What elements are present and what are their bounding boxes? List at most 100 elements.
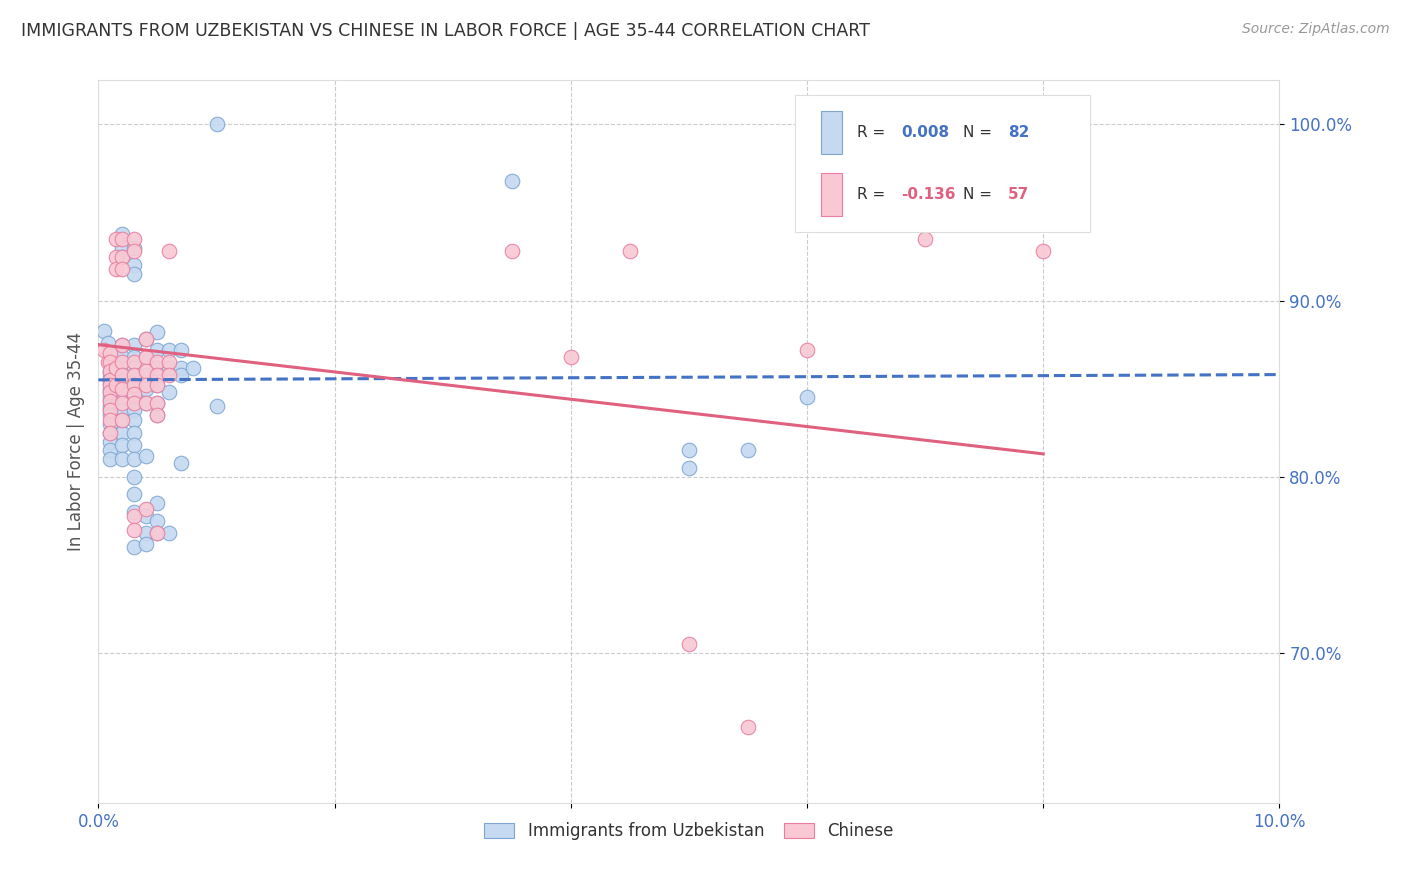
Point	[135, 368, 157, 382]
Point	[560, 350, 582, 364]
Point	[146, 343, 169, 357]
Point	[111, 438, 134, 452]
Point	[122, 452, 145, 467]
Point	[98, 346, 121, 360]
Point	[111, 368, 134, 382]
Point	[98, 385, 121, 400]
Point	[111, 250, 134, 264]
FancyBboxPatch shape	[796, 95, 1091, 232]
Point	[122, 241, 145, 255]
Text: Source: ZipAtlas.com: Source: ZipAtlas.com	[1241, 22, 1389, 37]
Point	[146, 360, 169, 375]
Point	[146, 378, 169, 392]
Point	[122, 523, 145, 537]
Point	[122, 396, 145, 410]
Point	[105, 232, 128, 246]
Point	[170, 456, 193, 470]
Text: 57: 57	[1008, 187, 1029, 202]
Point	[205, 117, 228, 131]
Point	[135, 332, 157, 346]
Point	[105, 378, 128, 392]
Text: 0.008: 0.008	[901, 125, 949, 140]
Point	[98, 452, 121, 467]
Point	[98, 364, 121, 378]
Point	[122, 244, 145, 259]
Point	[678, 637, 700, 651]
Point	[170, 360, 193, 375]
Point	[737, 720, 759, 734]
Point	[105, 360, 128, 375]
Point	[135, 350, 157, 364]
Point	[122, 387, 145, 401]
FancyBboxPatch shape	[821, 173, 842, 216]
Point	[98, 425, 121, 440]
Point	[135, 350, 157, 364]
Point	[98, 399, 121, 413]
Point	[170, 368, 193, 382]
Point	[98, 373, 121, 387]
Point	[111, 350, 134, 364]
Point	[146, 355, 169, 369]
Point	[501, 174, 523, 188]
Point	[678, 443, 700, 458]
Point	[98, 346, 121, 360]
Point	[122, 402, 145, 417]
Point	[122, 508, 145, 523]
Point	[111, 360, 134, 375]
Point	[98, 443, 121, 458]
Point	[619, 244, 641, 259]
Point	[146, 408, 169, 422]
Point	[122, 378, 145, 392]
Legend: Immigrants from Uzbekistan, Chinese: Immigrants from Uzbekistan, Chinese	[475, 814, 903, 848]
Point	[122, 258, 145, 272]
Point	[111, 452, 134, 467]
Point	[678, 461, 700, 475]
Point	[157, 385, 180, 400]
Point	[157, 360, 180, 375]
Point	[122, 355, 145, 369]
Point	[98, 394, 121, 409]
Point	[135, 332, 157, 346]
Point	[98, 417, 121, 431]
Point	[111, 241, 134, 255]
Point	[122, 389, 145, 403]
Point	[122, 232, 145, 246]
Point	[135, 364, 157, 378]
FancyBboxPatch shape	[821, 111, 842, 154]
Point	[111, 337, 134, 351]
Point	[111, 425, 134, 440]
Point	[122, 267, 145, 281]
Point	[146, 514, 169, 528]
Point	[98, 378, 121, 392]
Point	[98, 434, 121, 449]
Point	[122, 350, 145, 364]
Point	[122, 487, 145, 501]
Point	[97, 335, 120, 350]
Point	[135, 449, 157, 463]
Text: IMMIGRANTS FROM UZBEKISTAN VS CHINESE IN LABOR FORCE | AGE 35-44 CORRELATION CHA: IMMIGRANTS FROM UZBEKISTAN VS CHINESE IN…	[21, 22, 870, 40]
Point	[122, 368, 145, 382]
Point	[98, 385, 121, 400]
Point	[98, 425, 121, 440]
Point	[105, 250, 128, 264]
Point	[146, 526, 169, 541]
Point	[122, 438, 145, 452]
Point	[501, 244, 523, 259]
Point	[98, 394, 121, 409]
Point	[146, 396, 169, 410]
Point	[146, 408, 169, 422]
Point	[135, 526, 157, 541]
Point	[146, 326, 169, 340]
Point	[135, 396, 157, 410]
Point	[98, 402, 121, 417]
Point	[111, 394, 134, 409]
Point	[111, 378, 134, 392]
Point	[146, 368, 169, 382]
Point	[111, 402, 134, 417]
Point	[111, 227, 134, 241]
Point	[111, 387, 134, 401]
Point	[157, 355, 180, 369]
Point	[111, 413, 134, 427]
Point	[93, 324, 115, 338]
Point	[111, 396, 134, 410]
